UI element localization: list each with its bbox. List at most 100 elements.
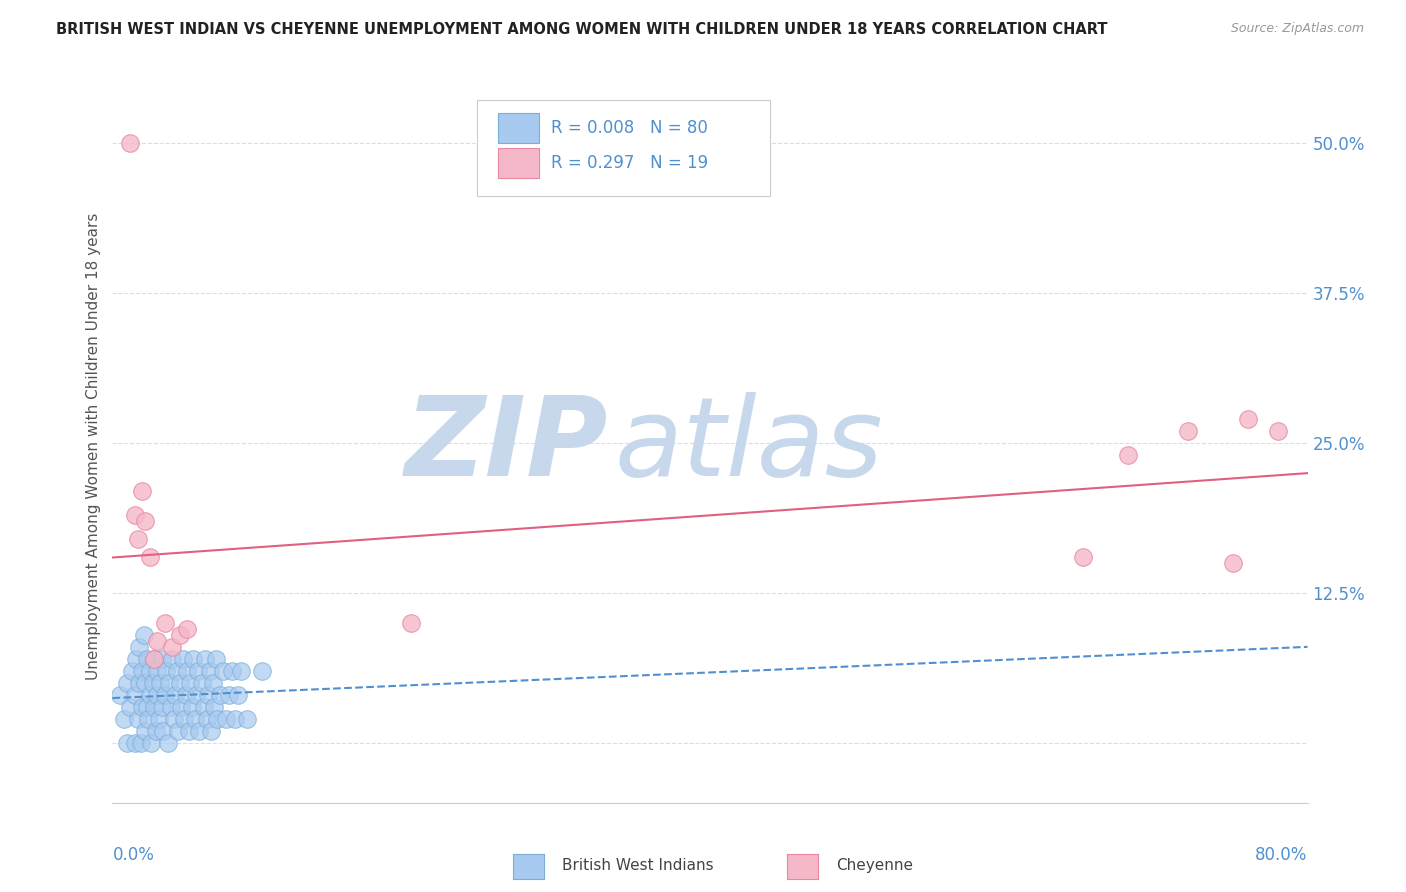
Point [153,688,176,702]
Point [236,712,259,726]
Point [129,736,152,750]
Text: ZIP: ZIP [405,392,609,500]
Point [142,676,165,690]
Point [138,712,160,726]
Point [131,699,153,714]
Point [143,699,166,714]
Point [173,712,195,726]
Point [157,676,180,690]
Point [128,640,150,654]
Point [183,712,205,726]
Point [226,688,249,702]
Point [221,664,243,678]
Point [229,664,252,678]
Point [205,712,228,726]
Point [134,723,156,738]
Point [187,664,209,678]
Point [169,628,191,642]
Point [145,723,167,738]
Point [201,676,224,690]
Text: R = 0.008   N = 80: R = 0.008 N = 80 [551,120,709,137]
Point [114,712,135,726]
Point [128,676,150,690]
Point [163,712,186,726]
Point [179,676,201,690]
Text: Source: ZipAtlas.com: Source: ZipAtlas.com [1230,22,1364,36]
Text: British West Indians: British West Indians [562,858,714,872]
Point [139,549,162,564]
Text: atlas: atlas [614,392,883,500]
Point [131,483,153,498]
Point [108,688,131,702]
Point [218,688,240,702]
Point [132,628,155,642]
Point [215,712,238,726]
Point [148,712,170,726]
Point [117,736,139,750]
Point [153,615,176,630]
Point [134,676,156,690]
Point [152,723,174,738]
Point [204,652,226,666]
Point [167,723,190,738]
Point [135,699,157,714]
FancyBboxPatch shape [477,100,770,196]
Point [200,723,222,738]
Point [176,622,198,636]
Text: 80.0%: 80.0% [1256,846,1308,863]
Point [180,699,202,714]
Text: R = 0.297   N = 19: R = 0.297 N = 19 [551,153,709,171]
Point [139,688,162,702]
Point [202,699,225,714]
Point [159,699,181,714]
Point [165,688,187,702]
Point [120,136,142,151]
Point [146,664,169,678]
Point [166,664,188,678]
FancyBboxPatch shape [499,113,538,144]
Point [1237,412,1260,426]
Point [170,699,193,714]
Point [169,676,191,690]
Point [198,664,221,678]
Point [401,615,423,630]
Point [176,664,198,678]
Point [1073,549,1095,564]
Point [127,712,149,726]
Point [124,736,146,750]
Point [162,652,183,666]
Text: BRITISH WEST INDIAN VS CHEYENNE UNEMPLOYMENT AMONG WOMEN WITH CHILDREN UNDER 18 : BRITISH WEST INDIAN VS CHEYENNE UNEMPLOY… [56,22,1108,37]
Text: Cheyenne: Cheyenne [837,858,914,872]
Point [146,633,169,648]
Point [124,688,146,702]
Point [191,676,214,690]
Point [135,652,157,666]
Point [162,640,183,654]
Point [224,712,246,726]
Point [186,688,208,702]
Point [143,652,166,666]
Point [188,723,211,738]
Point [193,699,215,714]
Point [125,652,148,666]
Y-axis label: Unemployment Among Women with Children Under 18 years: Unemployment Among Women with Children U… [86,212,101,680]
Point [121,664,143,678]
Point [1222,556,1244,570]
Point [149,676,172,690]
Point [1118,448,1140,462]
Point [1177,424,1199,438]
Point [172,652,194,666]
Point [117,676,139,690]
Point [212,664,235,678]
Point [120,699,142,714]
Point [150,699,173,714]
Point [155,664,177,678]
Point [141,736,163,750]
FancyBboxPatch shape [499,148,538,178]
Point [156,736,179,750]
Point [174,688,197,702]
Point [124,508,146,522]
Point [131,664,153,678]
Point [181,652,204,666]
Point [134,514,156,528]
